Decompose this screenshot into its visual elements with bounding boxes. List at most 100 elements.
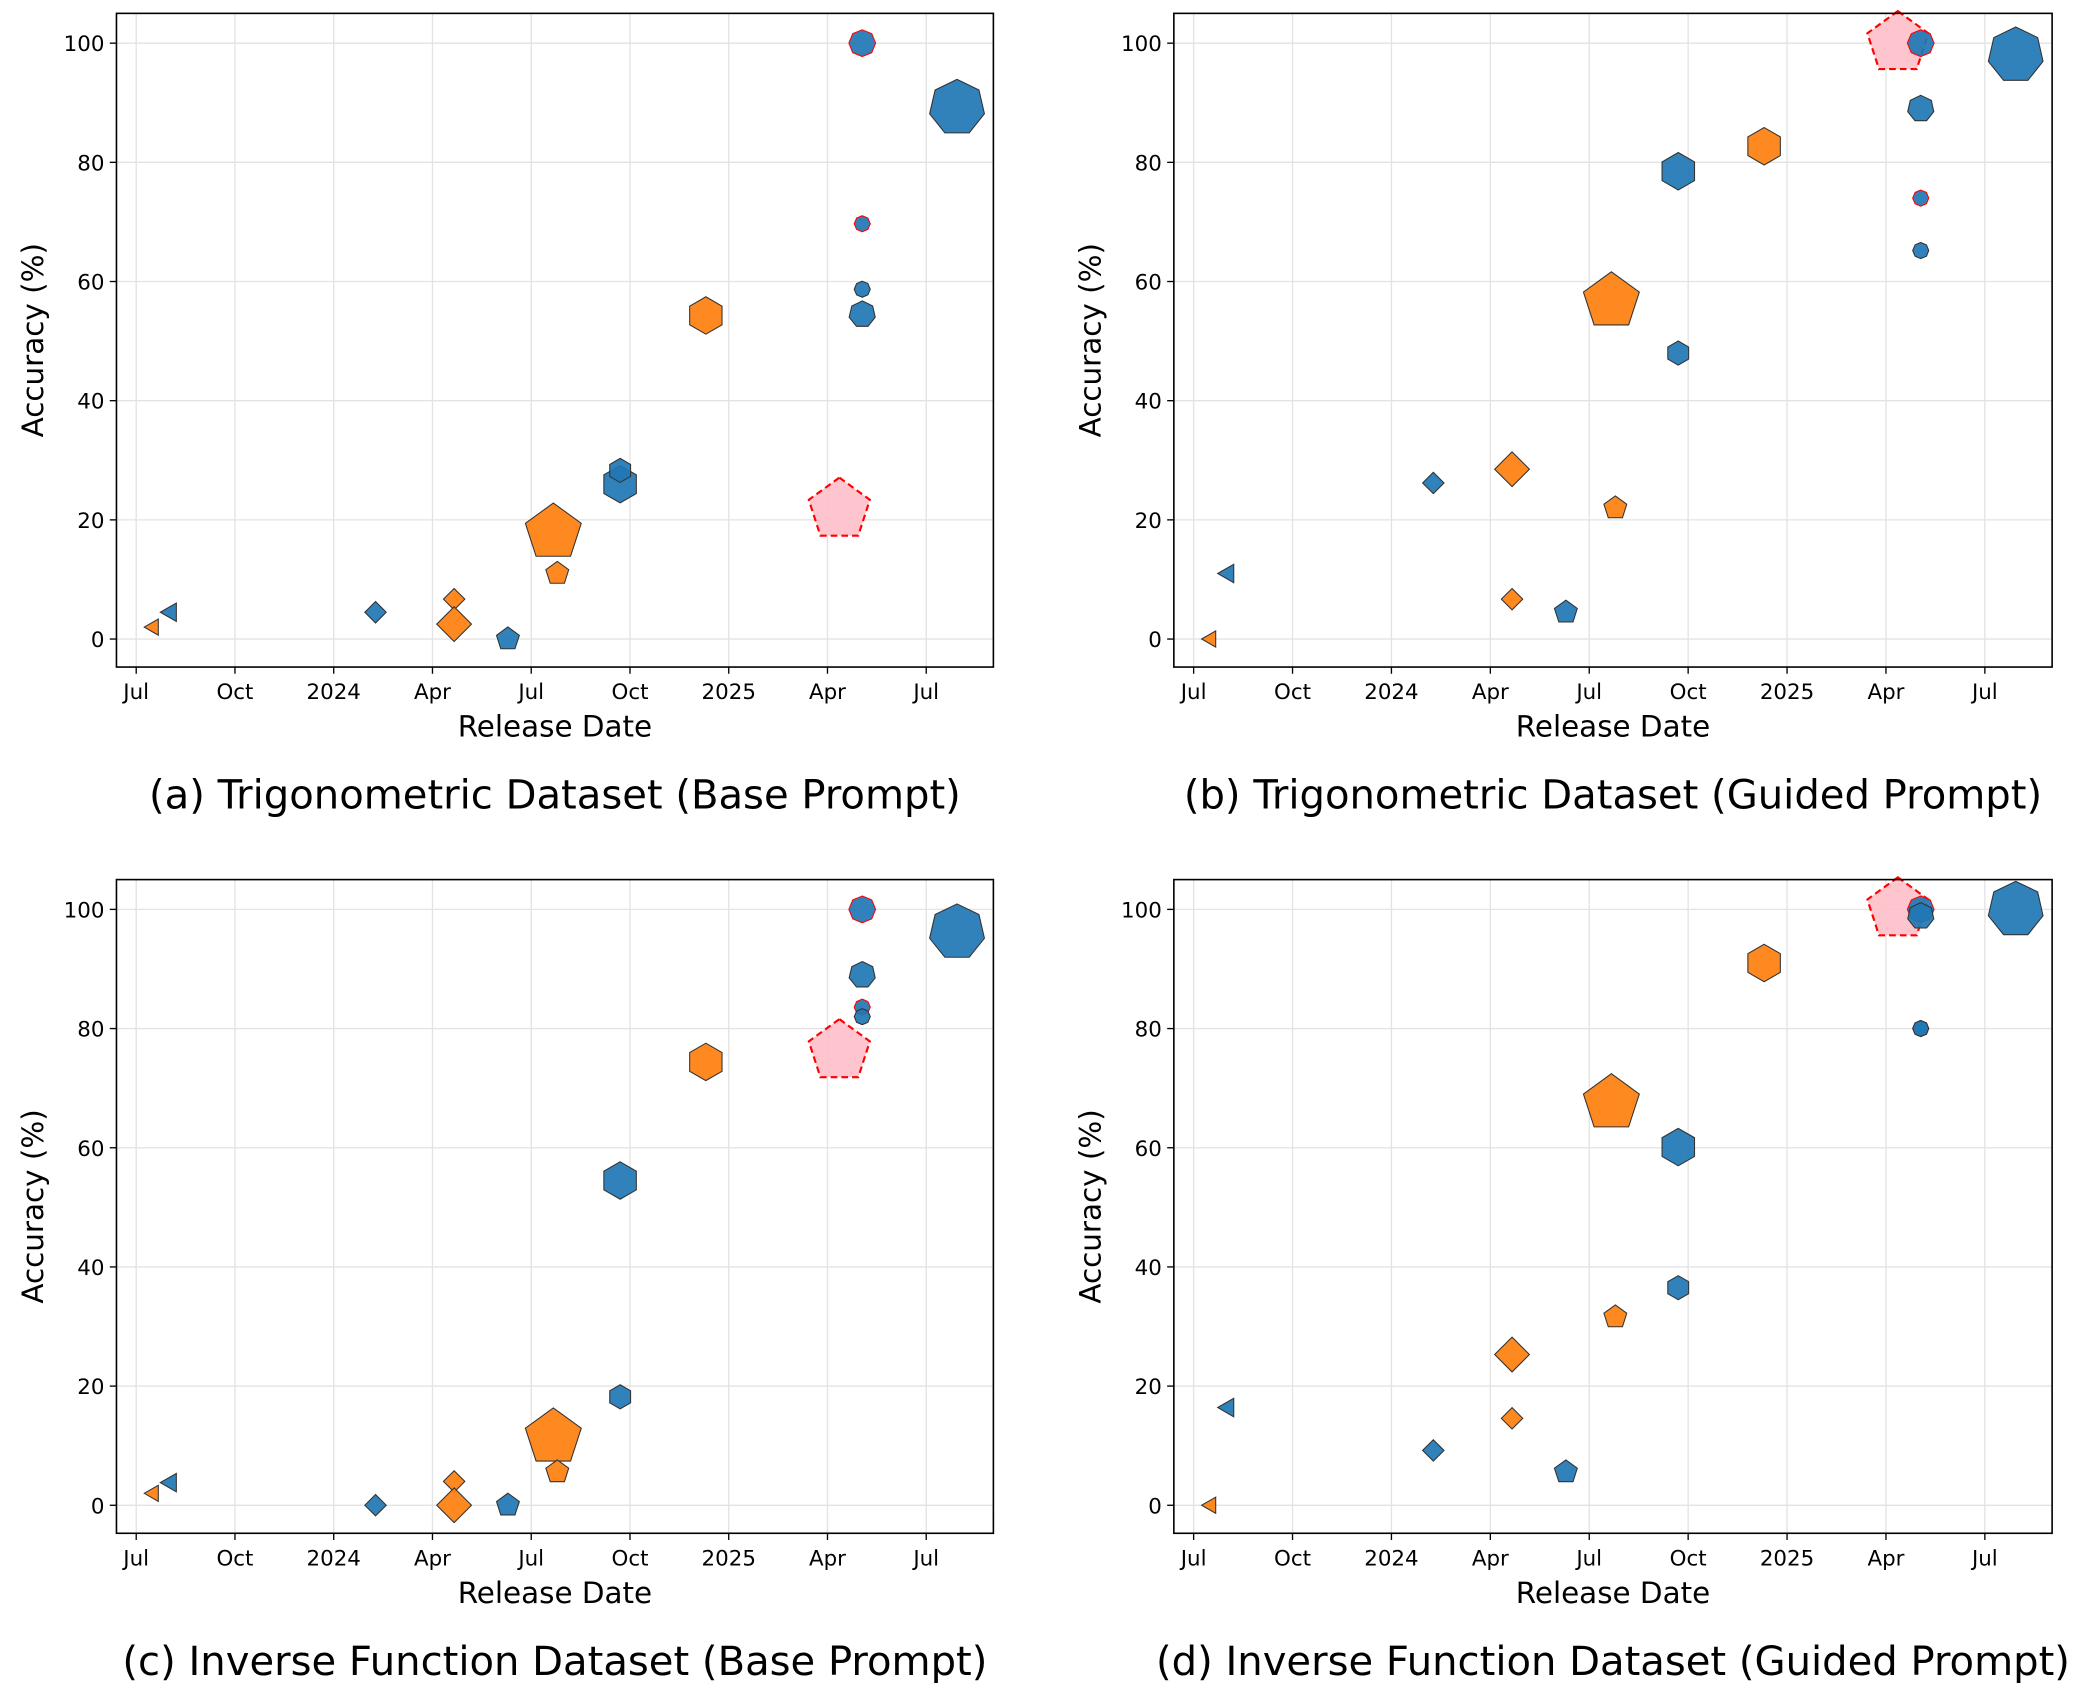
- x-tick-label: 2025: [702, 680, 756, 705]
- y-tick-label: 40: [77, 390, 104, 415]
- x-axis-label: Release Date: [1516, 710, 1710, 744]
- x-tick-label: 2024: [1364, 1546, 1418, 1571]
- data-point: [159, 602, 177, 623]
- data-point: [1553, 1459, 1578, 1483]
- data-point: [545, 560, 570, 584]
- plot-frame: [1173, 12, 2053, 668]
- y-tick-label: 0: [1148, 628, 1162, 653]
- y-tick-label: 80: [77, 151, 104, 176]
- data-point: [929, 903, 986, 958]
- y-tick-label: 40: [1135, 1256, 1162, 1281]
- data-point: [1661, 1127, 1696, 1167]
- data-point: [524, 502, 582, 557]
- data-point: [1421, 471, 1445, 495]
- markers: [1200, 9, 2044, 649]
- data-point: [1582, 1073, 1640, 1128]
- data-point: [609, 457, 632, 484]
- x-tick-label: 2025: [702, 1546, 756, 1571]
- markers: [1200, 876, 2044, 1515]
- data-point: [1603, 1304, 1628, 1328]
- y-axis-label: Accuracy (%): [1073, 1109, 1107, 1303]
- y-tick-label: 0: [1148, 1494, 1162, 1519]
- x-tick-label: 2025: [1760, 680, 1814, 705]
- data-point: [1667, 340, 1690, 366]
- x-tick-label: Oct: [611, 680, 648, 705]
- x-axis-label: Release Date: [458, 710, 652, 744]
- panel-caption: (a) Trigonometric Dataset (Base Prompt): [149, 773, 961, 819]
- data-point: [1216, 1397, 1235, 1418]
- data-point: [1493, 451, 1531, 488]
- data-point: [1200, 1496, 1217, 1515]
- data-point: [1987, 880, 2044, 936]
- plot-frame: [115, 878, 995, 1535]
- x-tick-label: 2025: [1760, 1546, 1814, 1571]
- panel-caption: (d) Inverse Function Dataset (Guided Pro…: [1156, 1639, 2070, 1683]
- y-tick-label: 20: [77, 1375, 104, 1400]
- y-tick-label: 60: [77, 271, 104, 296]
- data-point: [807, 476, 872, 537]
- x-tick-label: 2024: [307, 1546, 361, 1571]
- x-tick-label: Jul: [1970, 680, 1998, 705]
- x-tick-label: 2024: [307, 680, 361, 705]
- data-point: [609, 1384, 632, 1410]
- data-point: [1553, 599, 1578, 623]
- panel-caption: (c) Inverse Function Dataset (Base Promp…: [122, 1639, 987, 1683]
- x-tick-label: Apr: [1472, 1546, 1509, 1571]
- data-point: [603, 1161, 637, 1200]
- x-tick-label: Oct: [1274, 1546, 1311, 1571]
- y-tick-label: 60: [1135, 1137, 1162, 1162]
- data-point: [1603, 495, 1628, 519]
- y-tick-label: 80: [1135, 151, 1162, 176]
- markers: [143, 895, 986, 1524]
- x-tick-label: Apr: [414, 1546, 451, 1571]
- data-point: [1987, 26, 2044, 81]
- x-tick-label: Jul: [1179, 680, 1207, 705]
- x-tick-label: Apr: [1867, 680, 1904, 705]
- data-point: [1493, 1336, 1531, 1373]
- data-point: [1216, 563, 1235, 584]
- data-point: [853, 1008, 871, 1026]
- y-tick-label: 100: [64, 32, 105, 57]
- data-point: [1912, 189, 1930, 207]
- data-point: [848, 29, 877, 58]
- data-point: [495, 1492, 520, 1516]
- x-tick-label: Jul: [1574, 1546, 1602, 1571]
- x-tick-label: Jul: [1179, 1546, 1207, 1571]
- data-point: [435, 606, 473, 643]
- data-point: [1500, 1406, 1524, 1430]
- data-point: [807, 1017, 872, 1079]
- x-tick-label: Jul: [121, 680, 149, 705]
- y-axis-label: Accuracy (%): [1073, 243, 1107, 437]
- data-point: [545, 1459, 570, 1483]
- data-point: [364, 600, 387, 624]
- data-point: [1582, 271, 1640, 326]
- x-tick-label: Apr: [1867, 1546, 1904, 1571]
- x-tick-label: 2024: [1364, 680, 1418, 705]
- data-point: [143, 618, 159, 637]
- x-tick-label: Jul: [121, 1546, 149, 1571]
- y-tick-label: 20: [1135, 509, 1162, 534]
- x-tick-label: Jul: [516, 680, 544, 705]
- data-point: [1747, 126, 1781, 166]
- x-tick-label: Jul: [911, 1546, 939, 1571]
- y-tick-label: 100: [1121, 898, 1162, 923]
- data-point: [689, 1042, 723, 1082]
- data-point: [1866, 9, 1930, 71]
- y-tick-label: 80: [77, 1018, 104, 1043]
- data-point: [1661, 151, 1696, 191]
- y-tick-label: 80: [1135, 1018, 1162, 1043]
- data-point: [495, 626, 520, 650]
- x-tick-label: Oct: [216, 1546, 253, 1571]
- y-tick-label: 20: [1135, 1375, 1162, 1400]
- data-point: [853, 280, 871, 298]
- data-point: [1200, 630, 1217, 649]
- plot-frame: [1173, 878, 2053, 1535]
- data-point: [364, 1493, 387, 1517]
- data-point: [853, 215, 871, 233]
- data-point: [435, 1487, 473, 1524]
- x-tick-label: Oct: [1670, 680, 1707, 705]
- data-point: [1667, 1275, 1690, 1301]
- data-point: [1907, 901, 1935, 929]
- data-point: [524, 1407, 582, 1462]
